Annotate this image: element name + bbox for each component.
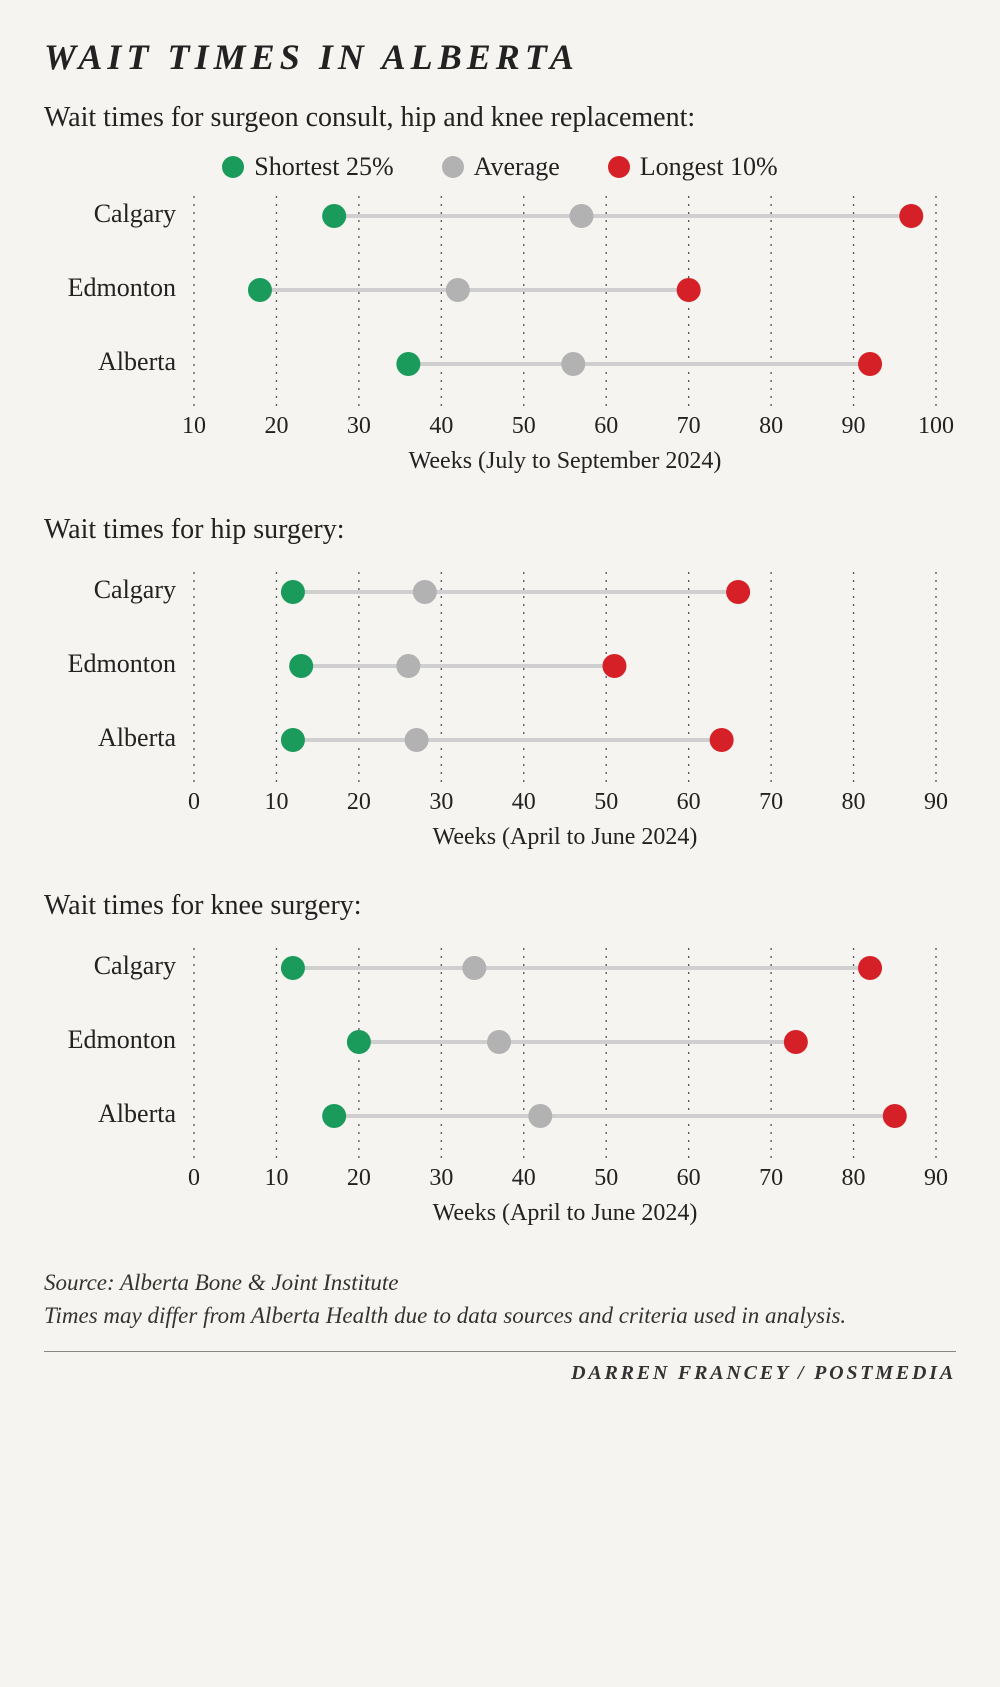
chart: 10 20 30 40 50 60 70 80 90 100 Weeks (July to Sept…	[44, 188, 956, 478]
row-label: Alberta	[98, 347, 176, 376]
legend-item: Average	[442, 152, 560, 182]
row-label: Edmonton	[68, 649, 176, 678]
data-point-average	[487, 1030, 511, 1054]
data-point-shortest	[322, 204, 346, 228]
source-line-2: Times may differ from Alberta Health due…	[44, 1299, 956, 1332]
x-tick-label: 0	[188, 789, 200, 815]
data-point-average	[462, 956, 486, 980]
credit: DARREN FRANCEY / POSTMEDIA	[44, 1362, 956, 1385]
x-tick-label: 10	[264, 789, 288, 815]
legend-dot	[442, 156, 464, 178]
x-tick-label: 20	[347, 1165, 371, 1191]
x-tick-label: 30	[429, 789, 453, 815]
chart-block: Wait times for knee surgery: 0 10 20 30 40 50 6…	[44, 890, 956, 1230]
data-point-average	[569, 204, 593, 228]
chart-subtitle: Wait times for hip surgery:	[44, 514, 956, 546]
data-point-shortest	[347, 1030, 371, 1054]
row-label: Calgary	[94, 951, 176, 980]
data-point-shortest	[396, 352, 420, 376]
x-tick-label: 0	[188, 1165, 200, 1191]
source-line-1: Source: Alberta Bone & Joint Institute	[44, 1266, 956, 1299]
x-tick-label: 40	[512, 789, 536, 815]
legend-item: Longest 10%	[608, 152, 778, 182]
data-point-average	[528, 1104, 552, 1128]
legend: Shortest 25% Average Longest 10%	[44, 152, 956, 182]
data-point-average	[561, 352, 585, 376]
x-tick-label: 80	[842, 789, 866, 815]
x-tick-label: 80	[842, 1165, 866, 1191]
x-tick-label: 10	[264, 1165, 288, 1191]
data-point-longest	[710, 728, 734, 752]
data-point-shortest	[281, 580, 305, 604]
x-tick-label: 60	[677, 1165, 701, 1191]
x-tick-label: 50	[594, 1165, 618, 1191]
row-label: Calgary	[94, 199, 176, 228]
row-label: Calgary	[94, 575, 176, 604]
chart: 0 10 20 30 40 50 60 70 80 90 Weeks (April to June …	[44, 940, 956, 1230]
data-point-shortest	[289, 654, 313, 678]
charts-container: Wait times for surgeon consult, hip and …	[44, 102, 956, 1230]
x-tick-label: 90	[924, 789, 948, 815]
data-point-shortest	[248, 278, 272, 302]
row-label: Alberta	[98, 723, 176, 752]
legend-label: Longest 10%	[640, 152, 778, 182]
x-tick-label: 80	[759, 413, 783, 439]
x-tick-label: 50	[594, 789, 618, 815]
x-tick-label: 70	[759, 789, 783, 815]
chart: 0 10 20 30 40 50 60 70 80 90 Weeks (April to June …	[44, 564, 956, 854]
x-tick-label: 50	[512, 413, 536, 439]
x-tick-label: 40	[429, 413, 453, 439]
x-tick-label: 60	[594, 413, 618, 439]
x-tick-label: 90	[842, 413, 866, 439]
data-point-shortest	[281, 728, 305, 752]
row-label: Edmonton	[68, 1025, 176, 1054]
legend-label: Average	[474, 152, 560, 182]
data-point-longest	[726, 580, 750, 604]
legend-dot	[608, 156, 630, 178]
data-point-longest	[858, 352, 882, 376]
x-tick-label: 30	[347, 413, 371, 439]
row-label: Alberta	[98, 1099, 176, 1128]
row-label: Edmonton	[68, 273, 176, 302]
x-tick-label: 70	[759, 1165, 783, 1191]
data-point-longest	[858, 956, 882, 980]
data-point-average	[405, 728, 429, 752]
chart-subtitle: Wait times for surgeon consult, hip and …	[44, 102, 956, 134]
data-point-longest	[602, 654, 626, 678]
data-point-average	[396, 654, 420, 678]
data-point-shortest	[322, 1104, 346, 1128]
x-tick-label: 10	[182, 413, 206, 439]
x-axis-label: Weeks (July to September 2024)	[409, 448, 722, 474]
x-tick-label: 20	[347, 789, 371, 815]
data-point-longest	[677, 278, 701, 302]
chart-subtitle: Wait times for knee surgery:	[44, 890, 956, 922]
legend-item: Shortest 25%	[222, 152, 393, 182]
data-point-average	[446, 278, 470, 302]
chart-block: Wait times for hip surgery: 0 10 20 30 40 50 60…	[44, 514, 956, 854]
x-tick-label: 30	[429, 1165, 453, 1191]
chart-block: Wait times for surgeon consult, hip and …	[44, 102, 956, 478]
x-axis-label: Weeks (April to June 2024)	[433, 824, 698, 850]
page-title: WAIT TIMES IN ALBERTA	[44, 36, 956, 78]
data-point-longest	[883, 1104, 907, 1128]
x-tick-label: 40	[512, 1165, 536, 1191]
legend-label: Shortest 25%	[254, 152, 393, 182]
data-point-shortest	[281, 956, 305, 980]
data-point-longest	[784, 1030, 808, 1054]
x-tick-label: 70	[677, 413, 701, 439]
divider	[44, 1351, 956, 1352]
data-point-longest	[899, 204, 923, 228]
x-axis-label: Weeks (April to June 2024)	[433, 1200, 698, 1226]
x-tick-label: 90	[924, 1165, 948, 1191]
x-tick-label: 100	[918, 413, 954, 439]
legend-dot	[222, 156, 244, 178]
source-note: Source: Alberta Bone & Joint Institute T…	[44, 1266, 956, 1333]
x-tick-label: 20	[264, 413, 288, 439]
data-point-average	[413, 580, 437, 604]
x-tick-label: 60	[677, 789, 701, 815]
